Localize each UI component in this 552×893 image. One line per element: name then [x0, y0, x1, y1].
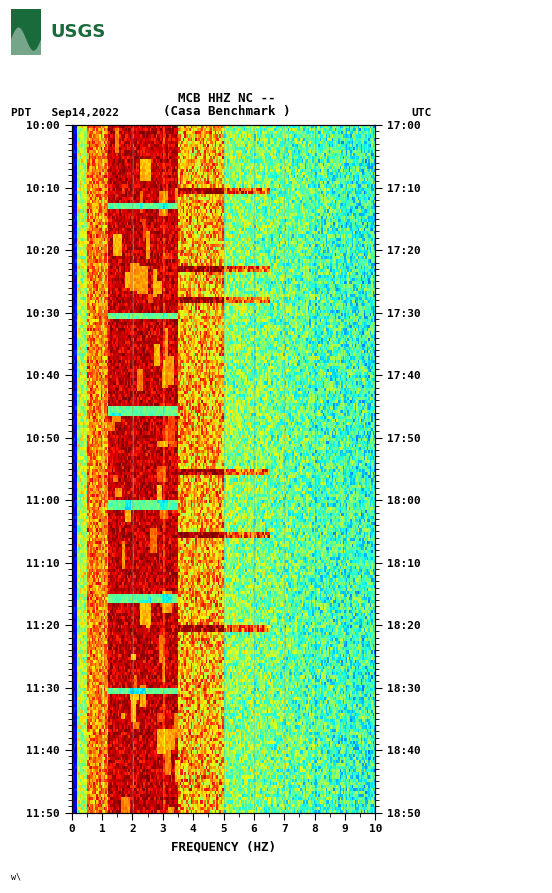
Text: PDT   Sep14,2022: PDT Sep14,2022	[11, 108, 119, 118]
Text: MCB HHZ NC --: MCB HHZ NC --	[178, 92, 275, 105]
Text: (Casa Benchmark ): (Casa Benchmark )	[163, 104, 290, 118]
Text: USGS: USGS	[51, 23, 106, 41]
Text: UTC: UTC	[411, 108, 432, 118]
X-axis label: FREQUENCY (HZ): FREQUENCY (HZ)	[171, 840, 276, 853]
Text: w\: w\	[11, 872, 21, 881]
